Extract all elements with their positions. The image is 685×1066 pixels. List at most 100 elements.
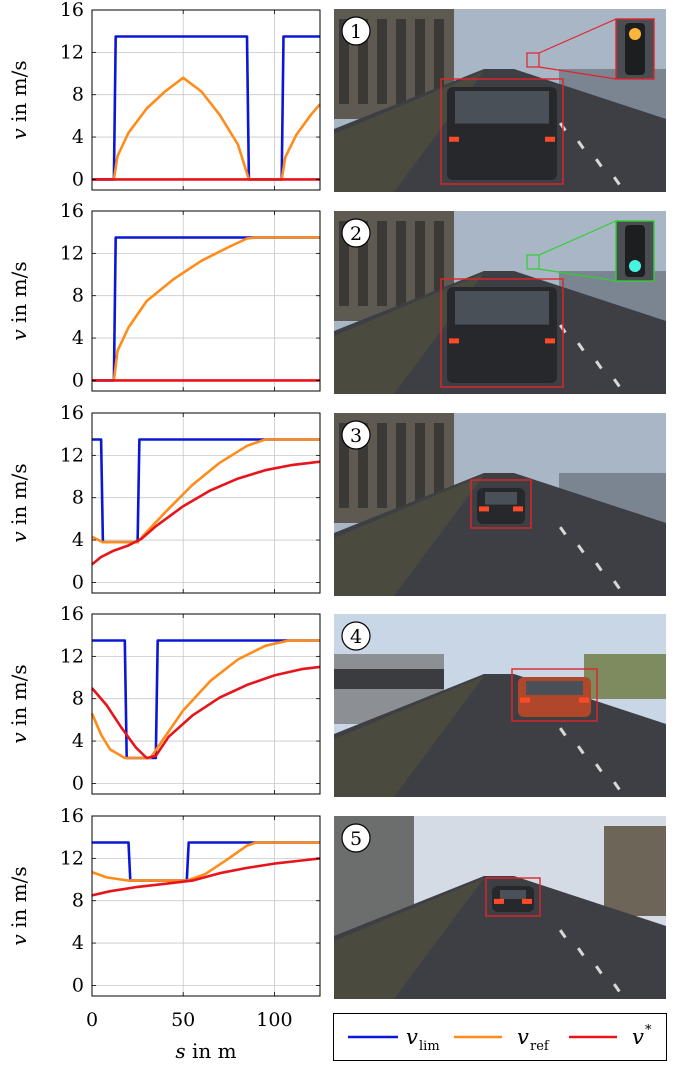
y-tick-label: 0 (72, 369, 84, 391)
tail-light (513, 506, 523, 512)
y-tick-label: 0 (72, 571, 84, 593)
camera-photo: 3 (334, 413, 666, 596)
rail-track (334, 676, 484, 797)
detection-box (440, 278, 564, 388)
building-window (358, 423, 368, 508)
detection-box (440, 78, 564, 185)
scene-number-badge (341, 823, 371, 853)
car-window (455, 291, 549, 325)
y-tick-label: 8 (72, 285, 84, 307)
series-line-v-ref (91, 841, 320, 882)
y-tick-label: 12 (60, 444, 84, 466)
zoom-line (538, 268, 617, 282)
building-window (415, 19, 425, 104)
y-axis-label: v in m/s (7, 60, 31, 139)
building-window (339, 19, 349, 104)
trees (604, 826, 666, 916)
series-line-v-ref (91, 438, 320, 544)
rail-track (334, 273, 484, 394)
series-line-v-ref (112, 236, 320, 381)
scene-number-badge (341, 621, 371, 651)
zoom-line (538, 18, 617, 54)
y-tick-label: 12 (60, 847, 84, 869)
tail-light (494, 898, 504, 904)
lane-dash (577, 342, 585, 352)
street-scene: 3 (334, 413, 666, 596)
plot-frame (91, 210, 321, 392)
lane-dash (595, 562, 603, 572)
legend-sub-ref: ref (530, 1039, 550, 1054)
tail-light (449, 136, 459, 142)
y-tick-label: 16 (60, 402, 84, 424)
street-scene: 5 (334, 816, 666, 999)
zoom-line (538, 66, 617, 80)
lane-dash (577, 745, 585, 755)
rail-track (334, 71, 484, 192)
chart-panel-5: 0 4 8 12 16 v in m/s (7, 805, 321, 997)
scene-number-badge (341, 218, 371, 248)
chart-panel-3: 0 4 8 12 16 v in m/s (7, 402, 321, 594)
legend-label-v-ref: v (517, 1025, 529, 1049)
legend-sup-star: * (645, 1023, 652, 1038)
y-axis-label: v in m/s (7, 463, 31, 542)
lane-dash (595, 763, 603, 773)
series-line-v-ref (112, 76, 321, 181)
y-tick-label: 4 (72, 126, 84, 148)
plot-frame (91, 9, 321, 191)
series-line-v-star (91, 857, 321, 897)
y-tick-label: 12 (60, 242, 84, 264)
scene-number: 3 (350, 425, 362, 447)
camera-photo: 2 (334, 211, 666, 394)
green-light-icon (629, 260, 641, 272)
x-tick-label: 50 (171, 1009, 195, 1031)
building-window (339, 221, 349, 306)
building-window (358, 221, 368, 306)
x-tick-label: 0 (86, 1009, 98, 1031)
y-axis-label: v in m/s (7, 664, 31, 743)
building-window (377, 19, 387, 104)
y-tick-label: 8 (72, 84, 84, 106)
street-scene: 1 (334, 9, 666, 192)
y-tick-label: 16 (60, 805, 84, 827)
plot-frame (91, 815, 321, 997)
scene-number: 4 (350, 626, 362, 648)
y-tick-label: 0 (72, 974, 84, 996)
car-window (485, 492, 517, 505)
lane-dash (559, 929, 567, 939)
zoom-line (538, 220, 617, 256)
legend-svg: v lim v ref v * (348, 1023, 652, 1054)
tail-light (545, 338, 555, 344)
scene-number: 5 (350, 828, 362, 850)
scene-number: 1 (350, 21, 362, 43)
y-tick-label: 12 (60, 41, 84, 63)
y-tick-label: 16 (60, 200, 84, 222)
scene-number: 2 (350, 223, 362, 245)
car-window (455, 91, 549, 124)
rail-track (334, 475, 484, 596)
y-axis-label: v in m/s (7, 866, 31, 945)
building-window (377, 423, 387, 508)
lane-dash (595, 360, 603, 370)
detection-box (485, 877, 541, 917)
series-line-v-lim (92, 438, 320, 544)
lane-dash (595, 965, 603, 975)
building-window (415, 423, 425, 508)
lane-dash (577, 544, 585, 554)
camera-photo: 4 (334, 614, 666, 797)
building-window (434, 221, 444, 306)
tail-light (522, 898, 532, 904)
tail-light (545, 136, 555, 142)
scene-number-badge (341, 16, 371, 46)
y-tick-label: 16 (60, 0, 84, 21)
x-tick-label: 100 (256, 1009, 292, 1031)
legend-label-v-star: v (632, 1025, 644, 1049)
tail-light (479, 506, 489, 512)
street-scene: 4 (334, 614, 666, 797)
detection-box (511, 668, 598, 722)
tram-windows (334, 669, 444, 689)
x-axis-label: s in m (175, 1039, 236, 1063)
lane-dash (577, 140, 585, 150)
building-window (396, 19, 406, 104)
building-window (396, 423, 406, 508)
